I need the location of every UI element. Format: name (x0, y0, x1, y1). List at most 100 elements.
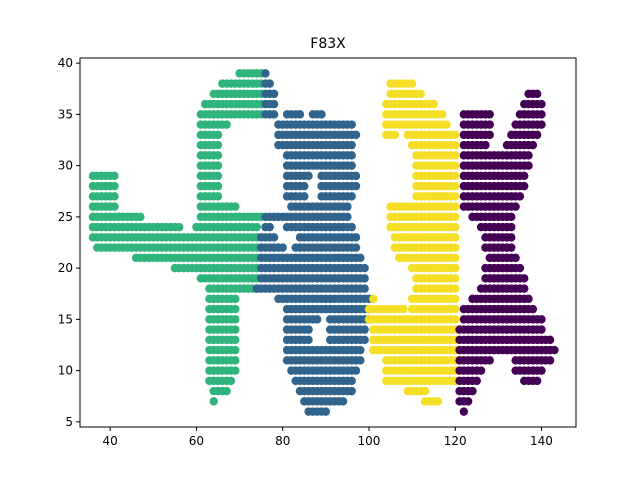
scatter-point-series-1 (231, 335, 240, 345)
y-tick-label: 5 (65, 415, 73, 429)
scatter-point-series-2 (347, 192, 356, 201)
scatter-point-series-4 (485, 120, 494, 129)
scatter-point-series-4 (537, 120, 546, 129)
scatter-point-series-2 (360, 335, 369, 345)
scatter-point-series-4 (511, 253, 520, 263)
scatter-point-series-3 (433, 397, 443, 406)
scatter-point-series-1 (231, 304, 240, 314)
scatter-point-series-4 (515, 192, 525, 201)
scatter-point-series-1 (231, 366, 240, 375)
scatter-point-series-4 (459, 407, 469, 416)
scatter-point-series-2 (360, 325, 369, 334)
scatter-point-series-1 (110, 192, 119, 201)
scatter-point-series-3 (451, 212, 460, 222)
scatter-point-series-4 (520, 274, 529, 283)
scatter-point-series-2 (347, 222, 356, 232)
scatter-point-series-3 (451, 233, 460, 242)
scatter-point-series-4 (476, 366, 486, 375)
scatter-point-series-2 (347, 140, 356, 150)
scatter-point-series-3 (451, 263, 460, 273)
scatter-point-series-2 (360, 263, 369, 273)
scatter-point-series-2 (360, 284, 369, 293)
scatter-point-series-2 (321, 407, 331, 416)
scatter-point-series-2 (356, 345, 365, 355)
scatter-point-series-3 (451, 243, 460, 252)
scatter-point-series-4 (485, 356, 494, 365)
y-tick-label: 40 (58, 56, 73, 70)
scatter-point-series-1 (226, 376, 236, 386)
scatter-point-series-3 (438, 110, 447, 119)
plot-frame (79, 57, 577, 428)
scatter-point-series-3 (451, 274, 460, 283)
scatter-point-series-3 (420, 386, 430, 396)
y-tick-label: 30 (58, 159, 73, 173)
scatter-point-series-4 (485, 130, 494, 140)
scatter-point-series-2 (343, 212, 352, 222)
scatter-point-series-4 (545, 335, 555, 345)
scatter-point-series-1 (231, 325, 240, 334)
scatter-point-series-2 (347, 376, 356, 386)
chart-title: F83X (310, 36, 346, 52)
scatter-point-series-4 (507, 222, 516, 232)
x-tick-label: 80 (275, 434, 290, 448)
scatter-point-series-3 (399, 304, 408, 314)
scatter-point-series-2 (304, 325, 313, 334)
scatter-point-series-4 (524, 151, 533, 160)
scatter-point-series-4 (507, 233, 516, 242)
scatter-point-series-3 (451, 140, 460, 150)
scatter-point-series-2 (261, 69, 270, 78)
scatter-point-series-4 (528, 304, 538, 314)
x-tick-label: 100 (358, 434, 381, 448)
scatter-point-series-2 (356, 356, 365, 365)
scatter-point-series-3 (369, 294, 378, 304)
scatter-point-series-1 (175, 222, 184, 232)
scatter-point-series-4 (468, 386, 477, 396)
scatter-point-series-3 (451, 315, 460, 324)
scatter-point-series-3 (451, 304, 460, 314)
scatter-point-series-1 (136, 212, 145, 222)
scatter-point-series-2 (343, 202, 352, 211)
y-tick-label: 35 (58, 107, 73, 121)
x-axis: 40 60 80 100 120 140 (103, 427, 553, 448)
scatter-point-series-4 (532, 130, 542, 140)
scatter-point-series-4 (524, 161, 533, 170)
scatter-point-series-2 (313, 315, 322, 324)
scatter-point-series-1 (213, 130, 223, 140)
scatter-point-series-4 (550, 345, 559, 355)
scatter-point-series-2 (265, 222, 274, 232)
scatter-point-series-1 (231, 315, 240, 324)
scatter-point-series-2 (347, 386, 356, 396)
scatter-point-series-2 (278, 243, 287, 252)
scatter-point-series-3 (416, 89, 425, 99)
scatter-point-series-2 (347, 161, 356, 170)
scatter-point-series-2 (304, 171, 313, 181)
scatter-point-series-3 (451, 222, 460, 232)
scatter-point-series-1 (110, 171, 119, 181)
scatter-point-series-2 (295, 110, 305, 119)
scatter-point-series-1 (231, 202, 240, 211)
y-tick-label: 15 (58, 312, 73, 326)
x-tick-label: 60 (189, 434, 204, 448)
scatter-point-series-1 (213, 161, 223, 170)
scatter-point-series-4 (463, 397, 473, 406)
scatter-point-series-3 (451, 192, 460, 201)
scatter-point-series-1 (231, 356, 240, 365)
scatter-point-series-2 (356, 253, 365, 263)
scatter-point-series-1 (231, 294, 240, 304)
scatter-point-series-3 (451, 181, 460, 191)
x-tick-label: 140 (530, 434, 553, 448)
scatter-point-series-4 (537, 110, 546, 119)
scatter-point-series-1 (222, 120, 231, 129)
x-tick-label: 40 (103, 434, 118, 448)
scatter-point-series-2 (300, 181, 309, 191)
scatter-point-series-4 (520, 181, 529, 191)
scatter-point-series-4 (532, 376, 542, 386)
scatter-point-series-2 (269, 110, 279, 119)
scatter-point-series-1 (110, 202, 119, 211)
scatter-point-series-4 (511, 202, 520, 211)
scatter-point-series-2 (360, 274, 369, 283)
scatter-point-series-3 (429, 99, 438, 109)
scatter-point-series-1 (213, 140, 223, 150)
scatter-point-series-4 (537, 325, 546, 334)
